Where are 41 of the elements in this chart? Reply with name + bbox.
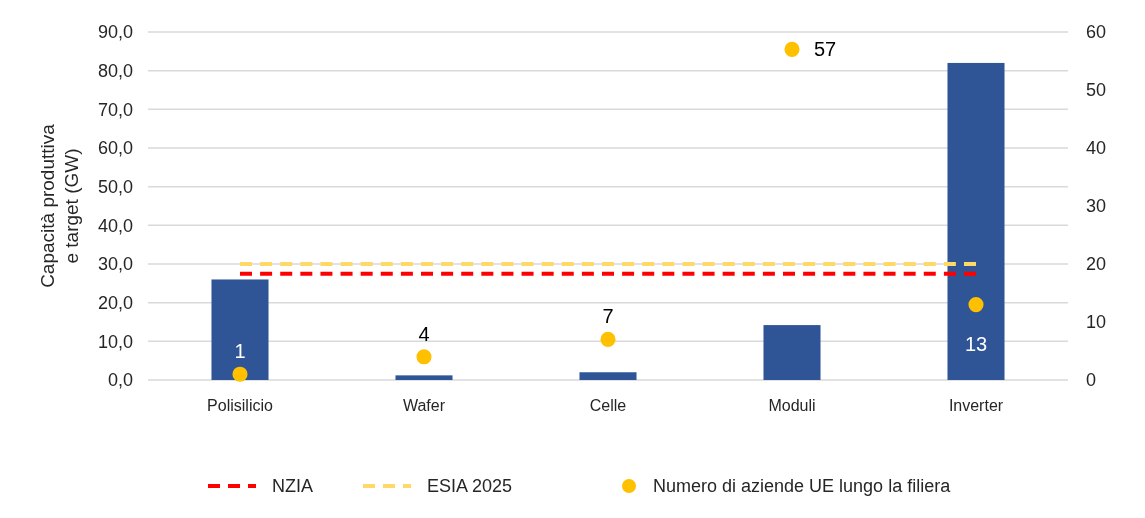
bar: [395, 375, 453, 380]
x-tick-label: Moduli: [768, 397, 816, 414]
point: [416, 349, 432, 365]
legend-label: Numero di aziende UE lungo la filiera: [653, 476, 952, 497]
data-label: 57: [814, 38, 837, 61]
bar: [947, 62, 1005, 380]
x-tick-label: Polisilicio: [207, 397, 273, 414]
point: [968, 297, 984, 313]
y2-tick-label: 0: [1086, 370, 1097, 391]
y-tick-label: 40,0: [97, 215, 133, 236]
y-tick-label: 90,0: [97, 22, 133, 43]
x-tick-label: Wafer: [402, 397, 446, 414]
legend-label: ESIA 2025: [427, 476, 513, 497]
y-tick-label: 30,0: [97, 254, 133, 275]
y2-tick-label: 20: [1086, 254, 1107, 275]
point: [600, 331, 616, 347]
data-label: 4: [418, 322, 430, 345]
y-tick-label: 10,0: [97, 331, 133, 352]
y-tick-label: 80,0: [97, 60, 133, 81]
y-tick-label: 20,0: [97, 292, 133, 313]
point: [784, 41, 800, 57]
y-tick-label: 60,0: [97, 138, 133, 159]
y2-tick-label: 30: [1086, 196, 1107, 217]
y-tick-label: 50,0: [97, 176, 133, 197]
y-axis-title: Capacità produttiva e target (GW): [37, 123, 82, 288]
legend-label: NZIA: [272, 476, 314, 497]
y2-tick-label: 40: [1086, 138, 1107, 159]
bar: [763, 325, 821, 380]
x-tick-label: Celle: [589, 397, 627, 414]
data-label: 13: [964, 332, 988, 355]
point: [232, 366, 248, 382]
bar: [211, 279, 269, 380]
y2-tick-label: 50: [1086, 80, 1107, 101]
y-tick-label: 0,0: [107, 370, 133, 391]
bar: [579, 372, 637, 380]
y-tick-label: 70,0: [97, 99, 133, 120]
y2-tick-label: 60: [1086, 22, 1107, 43]
y2-tick-label: 10: [1086, 312, 1107, 333]
data-label: 1: [234, 340, 246, 363]
data-label: 7: [602, 305, 614, 328]
x-tick-label: Inverter: [948, 397, 1004, 414]
